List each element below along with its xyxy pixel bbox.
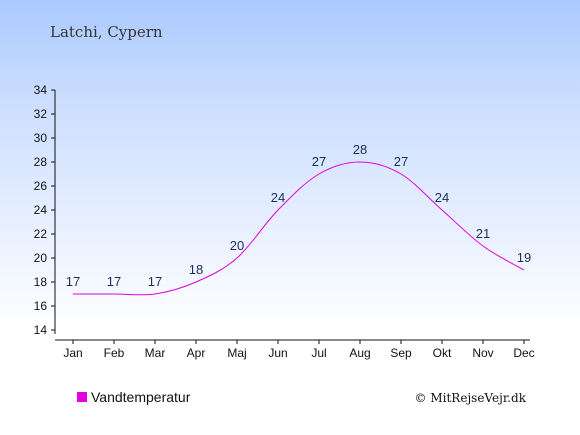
legend-label: Vandtemperatur — [91, 389, 191, 405]
chart-title: Latchi, Cypern — [50, 23, 163, 41]
series-layer — [72, 161, 525, 296]
y-tick-label: 18 — [34, 275, 48, 289]
y-tick-label: 14 — [34, 323, 48, 337]
x-tick-label: Jul — [311, 346, 326, 360]
x-tick-label: Apr — [187, 346, 206, 360]
x-tick-label: Mar — [145, 346, 166, 360]
credit-text: © MitRejseVejr.dk — [415, 391, 527, 405]
y-tick-label: 34 — [34, 83, 48, 97]
legend-swatch — [77, 392, 87, 402]
data-label: 19 — [517, 250, 531, 265]
x-tick-label: Okt — [433, 346, 452, 360]
x-tick-label: Nov — [472, 346, 493, 360]
y-tick-label: 20 — [34, 251, 48, 265]
y-tick-label: 22 — [34, 227, 48, 241]
data-label: 18 — [189, 262, 203, 277]
y-tick-label: 28 — [34, 155, 48, 169]
data-label: 17 — [107, 274, 121, 289]
data-label: 27 — [394, 154, 408, 169]
x-tick-label: Sep — [390, 346, 412, 360]
x-tick-label: Jan — [63, 346, 82, 360]
x-tick-label: Dec — [513, 346, 534, 360]
y-tick-label: 26 — [34, 179, 48, 193]
data-label: 24 — [435, 190, 449, 205]
data-label: 17 — [148, 274, 162, 289]
y-tick-label: 16 — [34, 299, 48, 313]
data-label: 20 — [230, 238, 244, 253]
x-tick-label: Aug — [349, 346, 370, 360]
y-tick-label: 24 — [34, 203, 48, 217]
y-tick-label: 32 — [34, 107, 48, 121]
data-label: 21 — [476, 226, 490, 241]
data-label: 17 — [66, 274, 80, 289]
data-label: 28 — [353, 142, 367, 157]
x-tick-label: Feb — [104, 346, 125, 360]
data-label: 27 — [312, 154, 326, 169]
series-line — [72, 161, 525, 296]
data-label: 24 — [271, 190, 285, 205]
y-tick-label: 30 — [34, 131, 48, 145]
data-labels: 17 17 17 18 20 24 27 28 27 24 21 19 — [66, 142, 531, 289]
x-tick-label: Maj — [227, 346, 246, 360]
chart-axes: 14 16 18 20 22 24 26 28 30 32 34 Jan Feb Mar Apr Maj Jun… — [34, 83, 535, 360]
x-tick-label: Jun — [268, 346, 287, 360]
